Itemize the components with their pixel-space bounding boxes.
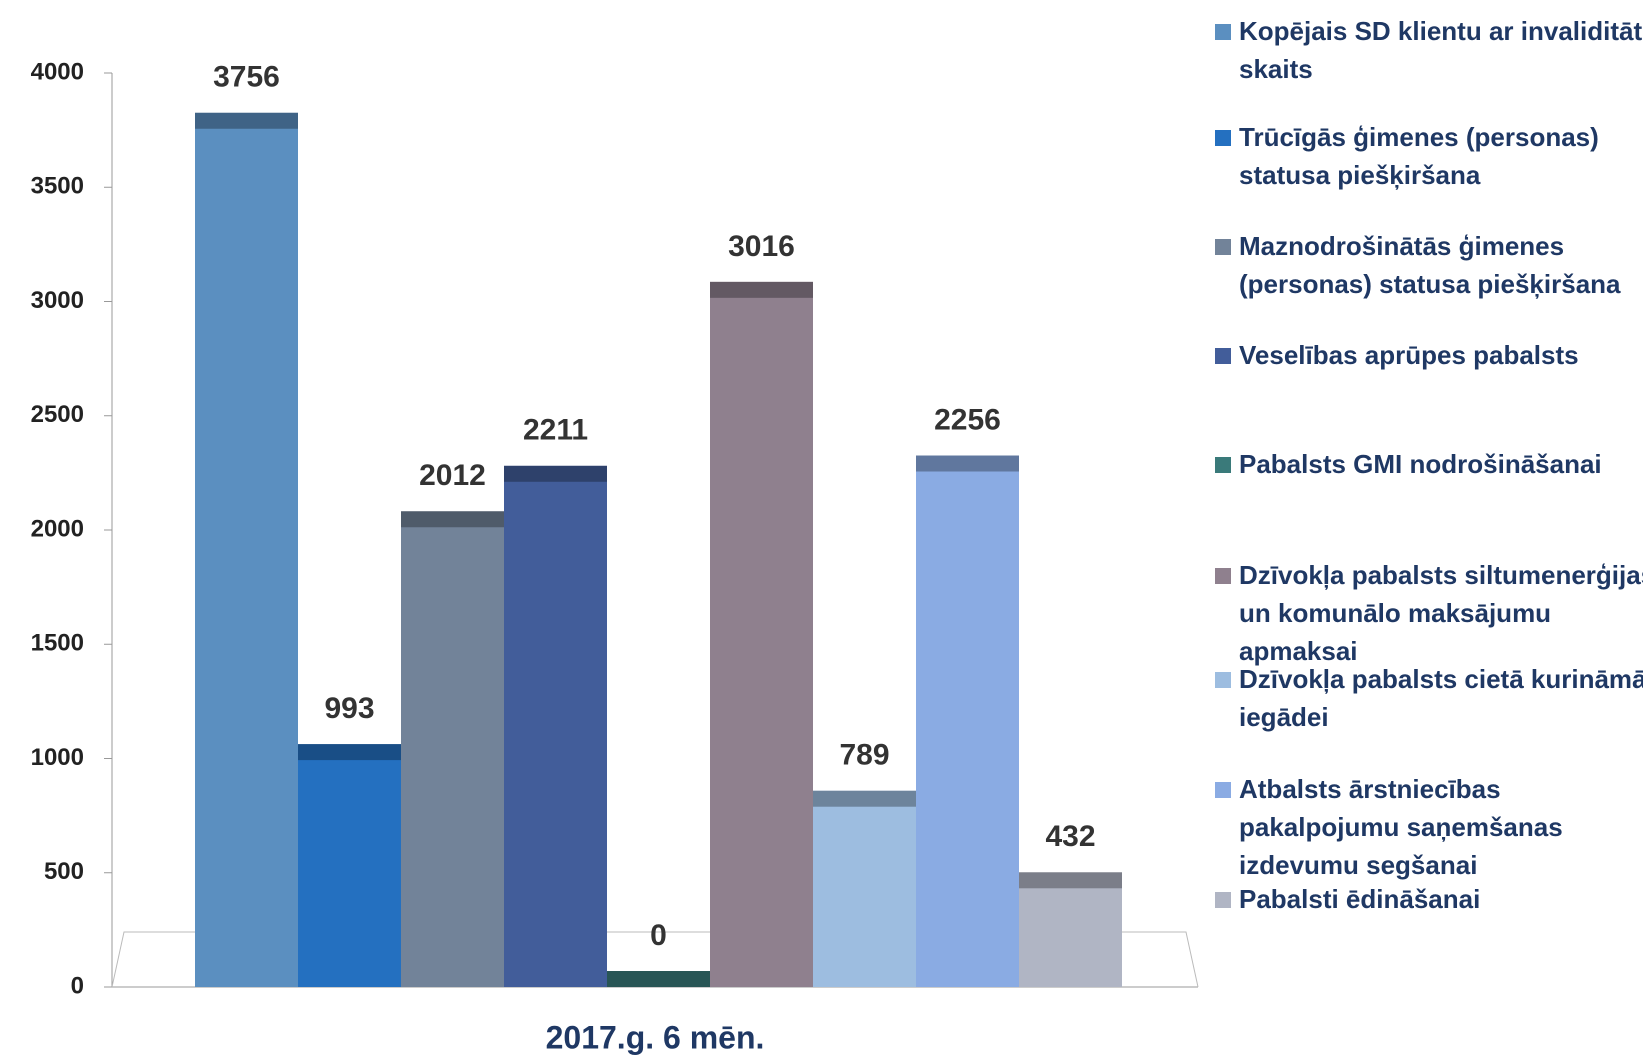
legend-label: Kopējais SD klientu ar invaliditāti skai… xyxy=(1239,16,1643,84)
legend-swatch xyxy=(1215,348,1231,364)
bar xyxy=(195,112,298,987)
bar xyxy=(916,455,1019,987)
y-tick-label: 1000 xyxy=(31,744,84,771)
bar xyxy=(298,744,401,987)
value-label: 993 xyxy=(324,692,374,725)
bar-top xyxy=(1019,872,1122,889)
legend-entry: Trūcīgās ģimenes (personas) statusa pieš… xyxy=(1215,118,1643,194)
legend-swatch xyxy=(1215,457,1231,473)
x-tick-label: 2017.g. 6 mēn. xyxy=(546,1019,765,1055)
legend-swatch xyxy=(1215,130,1231,146)
bar-top xyxy=(916,455,1019,472)
legend-entry: Maznodrošinātās ģimenes (personas) statu… xyxy=(1215,227,1643,303)
legend-label: Pabalsts GMI nodrošināšanai xyxy=(1239,449,1602,479)
value-label: 3016 xyxy=(728,230,795,263)
legend-label: Atbalsts ārstniecības pakalpojumu saņemš… xyxy=(1239,774,1563,880)
value-label: 3756 xyxy=(213,61,280,94)
bar-top xyxy=(813,790,916,807)
legend-entry: Pabalsts GMI nodrošināšanai xyxy=(1215,445,1643,483)
bar xyxy=(504,465,607,987)
value-label: 0 xyxy=(650,919,667,952)
bar-top xyxy=(607,971,710,987)
legend-entry: Veselības aprūpes pabalsts xyxy=(1215,336,1643,374)
legend-swatch xyxy=(1215,568,1231,584)
y-tick-label: 2500 xyxy=(31,401,84,428)
y-tick-label: 4000 xyxy=(31,58,84,85)
bar-top xyxy=(298,744,401,761)
y-tick-label: 1500 xyxy=(31,630,84,657)
legend-entry: Atbalsts ārstniecības pakalpojumu saņemš… xyxy=(1215,770,1643,884)
bar xyxy=(401,511,504,987)
bar-top xyxy=(504,465,607,482)
y-tick-label: 3500 xyxy=(31,173,84,200)
bar-top xyxy=(195,112,298,129)
legend-entry: Dzīvokļa pabalsts cietā kurināmā iegādei xyxy=(1215,660,1643,736)
legend-swatch xyxy=(1215,892,1231,908)
bar xyxy=(813,790,916,987)
floor xyxy=(111,931,1199,988)
legend-swatch xyxy=(1215,24,1231,40)
bar xyxy=(607,971,710,987)
legend-entry: Dzīvokļa pabalsts siltumenerģijas un kom… xyxy=(1215,556,1643,670)
legend-swatch xyxy=(1215,782,1231,798)
y-tick-label: 0 xyxy=(71,972,84,999)
value-label: 789 xyxy=(839,739,889,772)
bar-top xyxy=(401,511,504,528)
legend-entry: Pabalsti ēdināšanai xyxy=(1215,880,1643,918)
y-tick-label: 2000 xyxy=(31,515,84,542)
value-label: 2211 xyxy=(523,414,588,447)
legend-label: Maznodrošinātās ģimenes (personas) statu… xyxy=(1239,231,1621,299)
legend-label: Dzīvokļa pabalsts cietā kurināmā iegādei xyxy=(1239,664,1643,732)
legend-label: Veselības aprūpes pabalsts xyxy=(1239,340,1579,370)
y-tick-label: 3000 xyxy=(31,287,84,314)
bar-top xyxy=(710,281,813,298)
legend-swatch xyxy=(1215,239,1231,255)
bar xyxy=(1019,872,1122,987)
legend-label: Dzīvokļa pabalsts siltumenerģijas un kom… xyxy=(1239,560,1643,666)
value-label: 432 xyxy=(1045,820,1095,853)
legend-label: Pabalsti ēdināšanai xyxy=(1239,884,1481,914)
legend-swatch xyxy=(1215,672,1231,688)
value-label: 2256 xyxy=(934,403,1001,436)
legend-entry: Kopējais SD klientu ar invaliditāti skai… xyxy=(1215,12,1643,88)
value-label: 2012 xyxy=(419,459,486,492)
legend-label: Trūcīgās ģimenes (personas) statusa pieš… xyxy=(1239,122,1599,190)
bar xyxy=(710,281,813,987)
y-tick-label: 500 xyxy=(44,858,84,885)
